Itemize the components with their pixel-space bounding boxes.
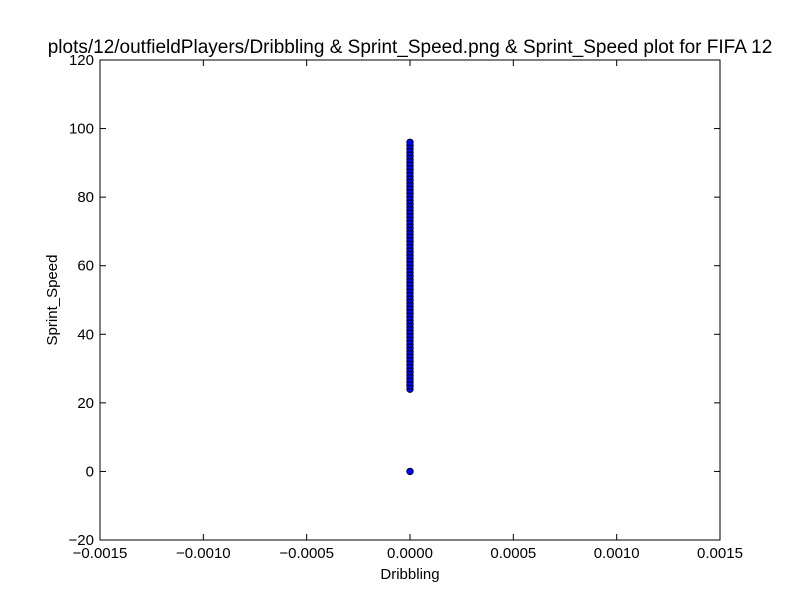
y-tick-label: −20 — [69, 532, 94, 549]
y-tick-label: 120 — [69, 52, 94, 69]
y-tick-label: 100 — [69, 121, 94, 138]
x-tick-label: −0.0005 — [279, 545, 334, 562]
y-tick-label: 40 — [77, 326, 94, 343]
y-axis-label: Sprint_Speed — [44, 255, 61, 346]
x-axis-ticks: −0.0015 −0.0010 −0.0005 0.0000 0.0005 0.0010 0… — [73, 60, 743, 562]
y-tick-label: 0 — [86, 463, 94, 480]
scatter-point — [406, 138, 414, 146]
chart-title: plots/12/outfieldPlayers/Dribbling & Spr… — [48, 37, 773, 58]
x-tick-label: −0.0010 — [176, 545, 231, 562]
y-tick-label: 20 — [77, 395, 94, 412]
y-tick-label: 80 — [77, 189, 94, 206]
x-tick-label: −0.0015 — [73, 545, 128, 562]
plot-area: −0.0015 −0.0010 −0.0005 0.0000 0.0005 0.0010 0… — [69, 52, 743, 562]
x-tick-label: 0.0010 — [594, 545, 640, 562]
data-points — [406, 138, 414, 476]
x-axis-label: Dribbling — [380, 566, 439, 583]
x-tick-label: 0.0015 — [697, 545, 743, 562]
x-tick-label: 0.0000 — [387, 545, 433, 562]
y-axis-ticks: −20 0 20 40 60 80 100 120 — [69, 52, 720, 549]
x-tick-label: 0.0005 — [490, 545, 536, 562]
y-tick-label: 60 — [77, 258, 94, 275]
scatter-point — [406, 467, 414, 476]
